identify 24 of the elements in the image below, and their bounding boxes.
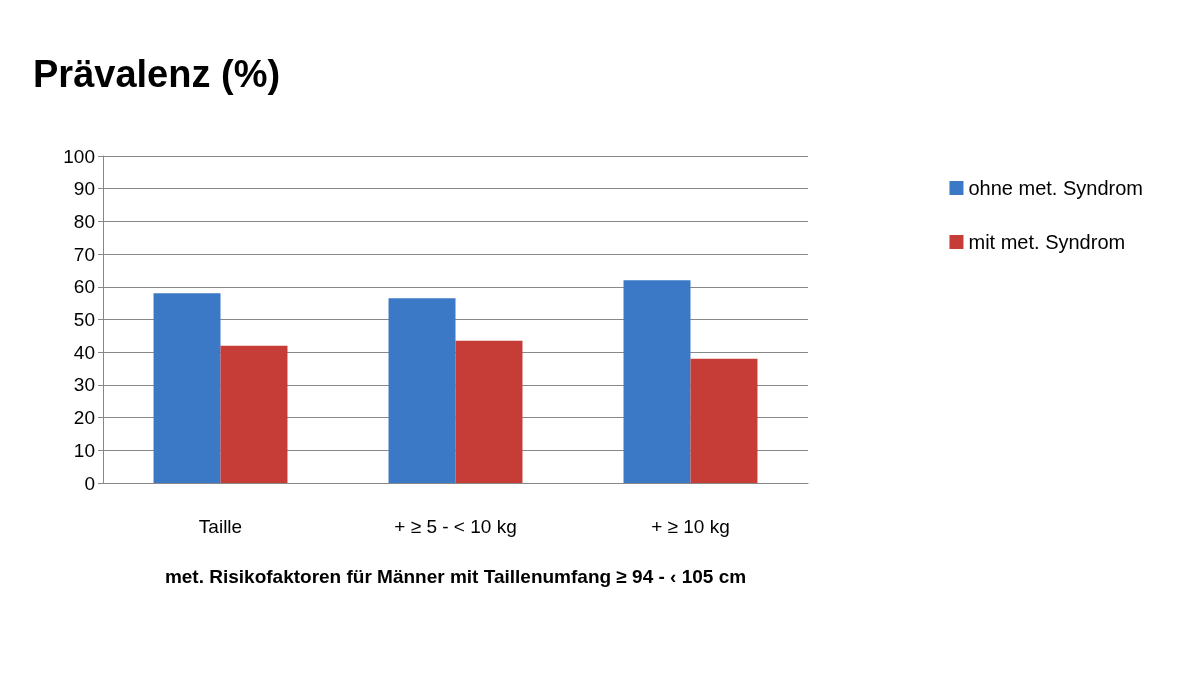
x-tick-label: + ≥ 5 - < 10 kg bbox=[394, 516, 517, 537]
y-tick-label: 0 bbox=[84, 472, 95, 494]
y-tick-label: 90 bbox=[73, 178, 95, 200]
x-tick-label: Taille bbox=[198, 516, 243, 537]
y-tick-label: 50 bbox=[73, 309, 95, 330]
bar bbox=[220, 345, 288, 483]
y-tick-label: 70 bbox=[73, 243, 95, 265]
y-tick-label: 80 bbox=[73, 210, 95, 232]
x-axis-title: met. Risikofaktoren für Männer mit Taillenumfang ≥ 94 - ‹ 105 cm bbox=[164, 566, 747, 587]
x-tick-label: + ≥ 10 kg bbox=[651, 516, 730, 537]
legend-label: ohne met. Syndrom bbox=[968, 177, 1143, 199]
bar bbox=[690, 358, 758, 483]
y-tick-label: 60 bbox=[73, 276, 95, 298]
y-tick-label: 30 bbox=[73, 374, 95, 396]
y-tick-label: 20 bbox=[73, 407, 95, 429]
bar bbox=[153, 293, 221, 483]
bar bbox=[623, 280, 691, 483]
y-tick-label: 10 bbox=[73, 439, 95, 461]
legend-label: mit met. Syndrom bbox=[968, 231, 1126, 253]
y-tick-label: 100 bbox=[63, 145, 95, 167]
chart-title: Prävalenz (%) bbox=[33, 53, 281, 95]
y-tick-label: 40 bbox=[73, 341, 95, 363]
bar bbox=[455, 340, 523, 483]
bar bbox=[388, 298, 456, 483]
